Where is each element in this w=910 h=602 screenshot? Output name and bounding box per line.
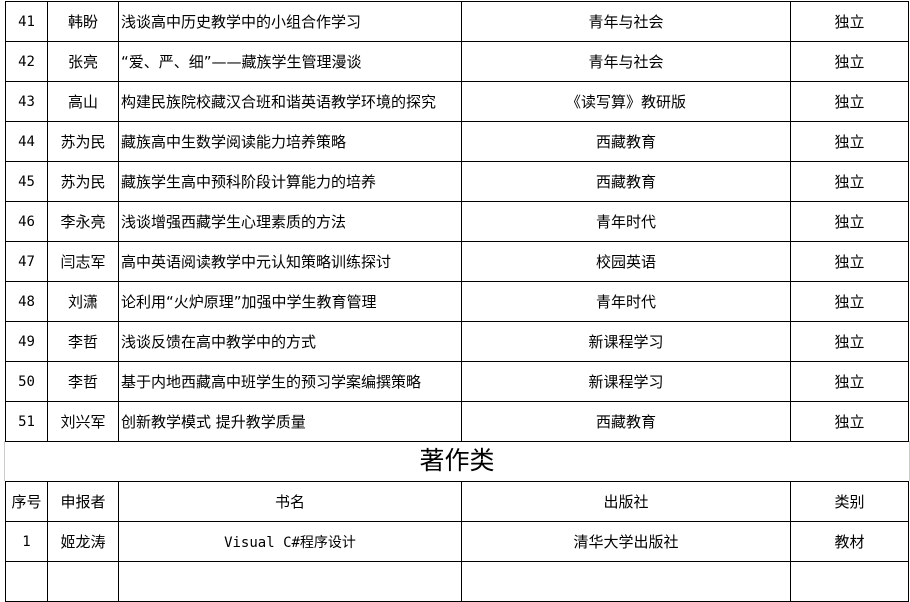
table-row	[5, 561, 909, 602]
header-no: 序号	[5, 481, 48, 522]
cell-title: 高中英语阅读教学中元认知策略训练探讨	[118, 241, 462, 282]
cell-author: 苏为民	[47, 161, 119, 202]
table-row: 41 韩盼 浅谈高中历史教学中的小组合作学习 青年与社会 独立	[5, 1, 909, 42]
cell-author: 苏为民	[47, 121, 119, 162]
cell-no: 44	[5, 121, 48, 162]
table-row: 44 苏为民 藏族高中生数学阅读能力培养策略 西藏教育 独立	[5, 121, 909, 162]
cell-type: 独立	[790, 1, 909, 42]
header-row: 序号 申报者 书名 出版社 类别	[5, 481, 909, 522]
cell-journal: 新课程学习	[461, 321, 791, 362]
table-row: 51 刘兴军 创新教学模式 提升教学质量 西藏教育 独立	[5, 401, 909, 442]
cell-no: 45	[5, 161, 48, 202]
cell-journal: 青年与社会	[461, 1, 791, 42]
cell-type: 独立	[790, 201, 909, 242]
cell-author: 刘潇	[47, 281, 119, 322]
cell-title: 基于内地西藏高中班学生的预习学案编撰策略	[118, 361, 462, 402]
section-title: 著作类	[4, 441, 910, 481]
table-row: 42 张亮 “爱、严、细”——藏族学生管理漫谈 青年与社会 独立	[5, 41, 909, 82]
cell-author: 张亮	[47, 41, 119, 82]
cell-type: 独立	[790, 41, 909, 82]
header-title: 书名	[118, 481, 462, 522]
cell-title: 浅谈反馈在高中教学中的方式	[118, 321, 462, 362]
cell-no: 49	[5, 321, 48, 362]
table-row: 49 李哲 浅谈反馈在高中教学中的方式 新课程学习 独立	[5, 321, 909, 362]
table-row: 50 李哲 基于内地西藏高中班学生的预习学案编撰策略 新课程学习 独立	[5, 361, 909, 402]
header-author: 申报者	[47, 481, 119, 522]
cell-title: 浅谈增强西藏学生心理素质的方法	[118, 201, 462, 242]
cell-type: 独立	[790, 321, 909, 362]
table-row: 43 高山 构建民族院校藏汉合班和谐英语教学环境的探究 《读写算》教研版 独立	[5, 81, 909, 122]
cell-journal: 西藏教育	[461, 401, 791, 442]
table-row: 46 李永亮 浅谈增强西藏学生心理素质的方法 青年时代 独立	[5, 201, 909, 242]
cell-journal: 《读写算》教研版	[461, 81, 791, 122]
cell-journal: 新课程学习	[461, 361, 791, 402]
cell-type: 独立	[790, 241, 909, 282]
cell-no: 1	[5, 521, 48, 562]
cell-title: 藏族高中生数学阅读能力培养策略	[118, 121, 462, 162]
cell-type: 独立	[790, 161, 909, 202]
cell-journal: 青年时代	[461, 201, 791, 242]
table-row: 1 姬龙涛 Visual C#程序设计 清华大学出版社 教材	[5, 521, 909, 562]
cell-author: 闫志军	[47, 241, 119, 282]
cell-author: 刘兴军	[47, 401, 119, 442]
cell-publisher: 清华大学出版社	[461, 521, 791, 562]
cell-no: 46	[5, 201, 48, 242]
cell-no: 51	[5, 401, 48, 442]
cell-no: 43	[5, 81, 48, 122]
cell-author: 姬龙涛	[47, 521, 119, 562]
cell-author: 李哲	[47, 321, 119, 362]
table-row: 47 闫志军 高中英语阅读教学中元认知策略训练探讨 校园英语 独立	[5, 241, 909, 282]
header-type: 类别	[790, 481, 909, 522]
cell-author: 李哲	[47, 361, 119, 402]
cell-type: 独立	[790, 281, 909, 322]
cell-type: 独立	[790, 361, 909, 402]
cell-author: 韩盼	[47, 1, 119, 42]
cell-journal: 校园英语	[461, 241, 791, 282]
cell-title: 论利用“火炉原理”加强中学生教育管理	[118, 281, 462, 322]
cell-title: Visual C#程序设计	[118, 521, 462, 562]
cell-no: 50	[5, 361, 48, 402]
cell-type: 独立	[790, 121, 909, 162]
cell-journal: 西藏教育	[461, 161, 791, 202]
cell-no: 42	[5, 41, 48, 82]
table-row: 45 苏为民 藏族学生高中预科阶段计算能力的培养 西藏教育 独立	[5, 161, 909, 202]
cell-no: 41	[5, 1, 48, 42]
table-row: 48 刘潇 论利用“火炉原理”加强中学生教育管理 青年时代 独立	[5, 281, 909, 322]
header-publisher: 出版社	[461, 481, 791, 522]
cell-journal: 青年与社会	[461, 41, 791, 82]
cell-title: 浅谈高中历史教学中的小组合作学习	[118, 1, 462, 42]
papers-table: 41 韩盼 浅谈高中历史教学中的小组合作学习 青年与社会 独立 42 张亮 “爱、严、细”——…	[5, 1, 909, 442]
cell-no: 47	[5, 241, 48, 282]
cell-journal: 西藏教育	[461, 121, 791, 162]
cell-title: 藏族学生高中预科阶段计算能力的培养	[118, 161, 462, 202]
cell-title: 构建民族院校藏汉合班和谐英语教学环境的探究	[118, 81, 462, 122]
cell-title: “爱、严、细”——藏族学生管理漫谈	[118, 41, 462, 82]
cell-no: 48	[5, 281, 48, 322]
cell-type: 独立	[790, 81, 909, 122]
cell-author: 李永亮	[47, 201, 119, 242]
cell-type: 教材	[790, 521, 909, 562]
cell-author: 高山	[47, 81, 119, 122]
cell-title: 创新教学模式 提升教学质量	[118, 401, 462, 442]
books-table: 序号 申报者 书名 出版社 类别 1 姬龙涛 Visual C#程序设计 清华大…	[5, 481, 909, 602]
cell-journal: 青年时代	[461, 281, 791, 322]
cell-type: 独立	[790, 401, 909, 442]
